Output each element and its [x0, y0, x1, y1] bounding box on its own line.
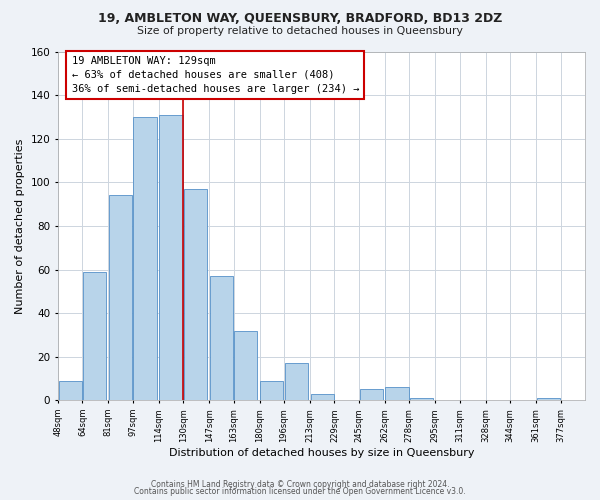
Bar	[83, 272, 106, 400]
Text: Contains public sector information licensed under the Open Government Licence v3: Contains public sector information licen…	[134, 488, 466, 496]
Y-axis label: Number of detached properties: Number of detached properties	[15, 138, 25, 314]
Bar	[284, 363, 308, 401]
Bar	[410, 398, 433, 400]
Bar	[109, 196, 132, 400]
Bar	[260, 380, 283, 400]
Bar	[160, 114, 182, 401]
Bar	[133, 117, 157, 401]
Text: 19 AMBLETON WAY: 129sqm
← 63% of detached houses are smaller (408)
36% of semi-d: 19 AMBLETON WAY: 129sqm ← 63% of detache…	[71, 56, 359, 94]
Bar	[234, 330, 257, 400]
Bar	[184, 189, 207, 400]
Bar	[385, 387, 409, 400]
Bar	[537, 398, 560, 400]
Text: 19, AMBLETON WAY, QUEENSBURY, BRADFORD, BD13 2DZ: 19, AMBLETON WAY, QUEENSBURY, BRADFORD, …	[98, 12, 502, 26]
Bar	[311, 394, 334, 400]
Bar	[59, 380, 82, 400]
Bar	[210, 276, 233, 400]
Text: Size of property relative to detached houses in Queensbury: Size of property relative to detached ho…	[137, 26, 463, 36]
X-axis label: Distribution of detached houses by size in Queensbury: Distribution of detached houses by size …	[169, 448, 474, 458]
Bar	[359, 390, 383, 400]
Text: Contains HM Land Registry data © Crown copyright and database right 2024.: Contains HM Land Registry data © Crown c…	[151, 480, 449, 489]
